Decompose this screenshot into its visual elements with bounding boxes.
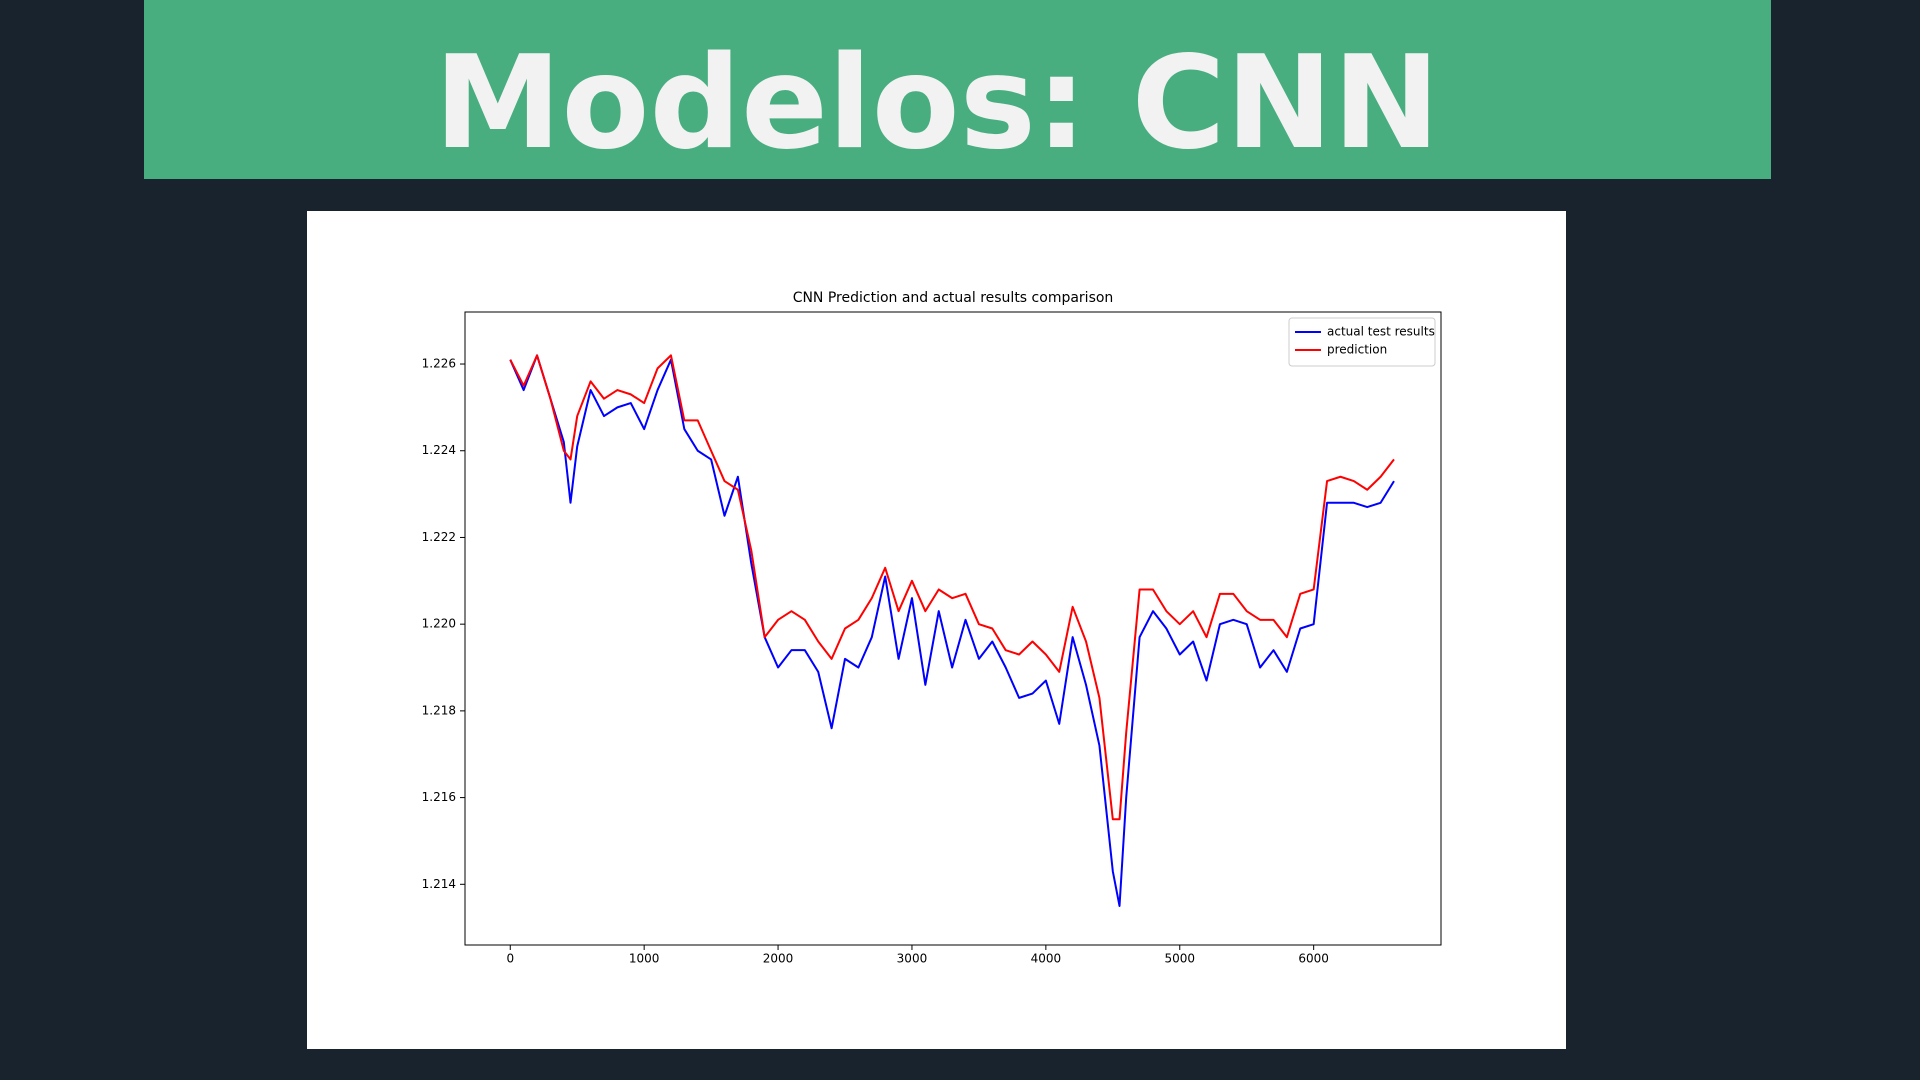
legend-box bbox=[1288, 317, 1436, 367]
y-tick-label: 1.218 bbox=[422, 703, 456, 717]
legend-label: prediction bbox=[1327, 343, 1387, 357]
y-tick-label: 1.226 bbox=[422, 357, 456, 371]
x-tick-label: 4000 bbox=[1031, 952, 1062, 966]
x-tick-label: 0 bbox=[506, 952, 514, 966]
x-tick-label: 5000 bbox=[1164, 952, 1195, 966]
y-tick-label: 1.222 bbox=[422, 530, 456, 544]
y-tick-label: 1.224 bbox=[422, 443, 456, 457]
legend-label: actual test results bbox=[1327, 325, 1435, 339]
y-tick-label: 1.216 bbox=[422, 790, 456, 804]
slide-title: Modelos: CNN bbox=[434, 29, 1440, 178]
x-tick-label: 3000 bbox=[897, 952, 928, 966]
y-tick-label: 1.220 bbox=[422, 617, 456, 631]
plot-frame bbox=[464, 311, 1442, 946]
series-line bbox=[509, 354, 1395, 907]
x-tick-label: 1000 bbox=[629, 952, 660, 966]
title-banner bbox=[144, 0, 1771, 179]
x-tick-label: 2000 bbox=[763, 952, 794, 966]
series-line bbox=[509, 354, 1395, 821]
y-tick-label: 1.214 bbox=[422, 877, 456, 891]
chart-title: CNN Prediction and actual results compar… bbox=[793, 290, 1114, 306]
x-tick-label: 6000 bbox=[1298, 952, 1329, 966]
